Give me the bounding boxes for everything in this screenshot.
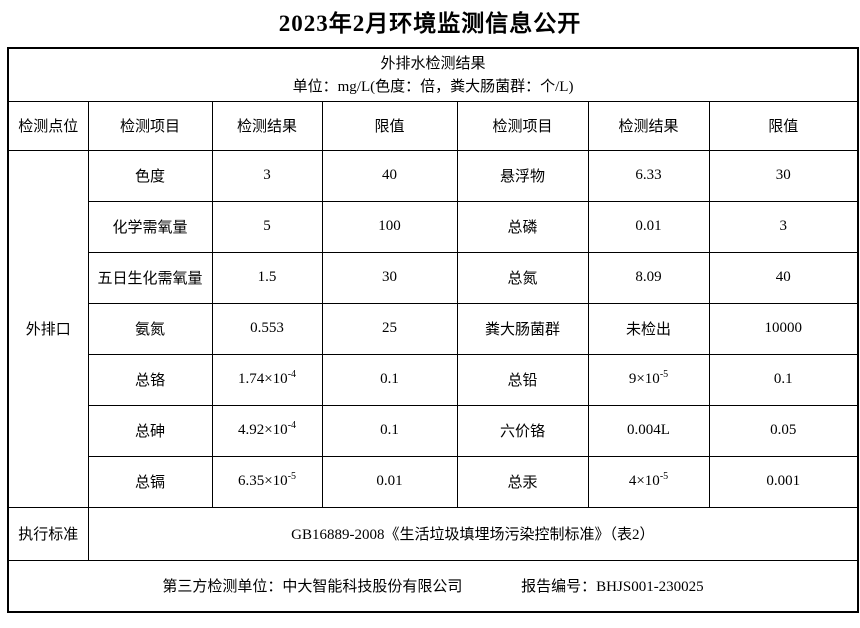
cell-item: 总磷: [456, 200, 589, 253]
result-value: 0.553: [250, 320, 284, 336]
standard-row: 执行标准 GB16889-2008《生活垃圾填埋场污染控制标准》（表2）: [7, 506, 859, 561]
header-result-right: 检测结果: [587, 100, 710, 151]
header-item-right: 检测项目: [456, 100, 589, 151]
cell-result: 5: [211, 200, 323, 253]
result-value: 1.5: [257, 269, 277, 285]
cell-item: 六价铬: [456, 404, 589, 457]
result-value: 未检出: [625, 322, 671, 338]
header-item-left: 检测项目: [87, 100, 213, 151]
page-title: 2023年2月环境监测信息公开: [278, 11, 582, 36]
cell-limit: 0.1: [321, 353, 458, 406]
result-value: 6.35×10: [237, 473, 288, 489]
result-value: 4.92×10: [237, 422, 288, 438]
cell-item: 化学需氧量: [87, 200, 213, 253]
cell-result: 0.01: [587, 200, 710, 253]
result-value: 5: [263, 218, 271, 234]
cell-item: 总氮: [456, 251, 589, 304]
result-exponent: -5: [287, 471, 297, 482]
cell-item: 总铬: [87, 353, 213, 406]
result-value: 9×10: [628, 371, 660, 387]
header-limit-right: 限值: [708, 100, 859, 151]
cell-limit: 10000: [708, 302, 859, 355]
cell-item: 总镉: [87, 455, 213, 508]
cell-result: 0.004L: [587, 404, 710, 457]
result-exponent: -5: [659, 369, 669, 380]
standard-value: GB16889-2008《生活垃圾填埋场污染控制标准》（表2）: [87, 506, 859, 561]
result-exponent: -4: [287, 369, 297, 380]
result-value: 0.004L: [627, 422, 670, 438]
cell-limit: 3: [708, 200, 859, 253]
cell-limit: 0.001: [708, 455, 859, 508]
table-row: 五日生化需氧量 1.5 30 总氮 8.09 40: [8, 251, 859, 304]
cell-limit: 25: [321, 302, 458, 355]
monitoring-point-cell: 外排口: [7, 149, 89, 508]
cell-limit: 0.1: [708, 353, 859, 406]
table-row: 总镉 6.35×10-5 0.01 总汞 4×10-5 0.001: [8, 455, 859, 508]
cell-limit: 0.01: [321, 455, 458, 508]
cell-item: 悬浮物: [456, 149, 589, 202]
table-caption-cell: 外排水检测结果 单位：mg/L(色度：倍，粪大肠菌群：个/L): [7, 47, 859, 102]
header-row: 检测点位 检测项目 检测结果 限值 检测项目 检测结果 限值: [7, 100, 859, 151]
cell-limit: 100: [321, 200, 458, 253]
footer-row: 第三方检测单位：中大智能科技股份有限公司 报告编号：BHJS001-230025: [7, 559, 859, 613]
result-value: 1.74×10: [237, 371, 288, 387]
cell-limit: 30: [321, 251, 458, 304]
unit-note: 单位：mg/L(色度：倍，粪大肠菌群：个/L): [292, 78, 574, 95]
cell-item: 色度: [87, 149, 213, 202]
standard-label: 执行标准: [7, 506, 89, 561]
result-value: 6.33: [635, 167, 662, 183]
cell-limit: 30: [708, 149, 859, 202]
result-value: 0.01: [635, 218, 662, 234]
cell-result: 4.92×10-4: [211, 404, 323, 457]
cell-item: 粪大肠菌群: [456, 302, 589, 355]
cell-result: 1.5: [211, 251, 323, 304]
header-limit-left: 限值: [321, 100, 458, 151]
table-row: 氨氮 0.553 25 粪大肠菌群 未检出 10000: [8, 302, 859, 355]
table-title: 外排水检测结果: [380, 55, 486, 72]
result-exponent: -5: [659, 471, 669, 482]
cell-item: 总砷: [87, 404, 213, 457]
cell-item: 氨氮: [87, 302, 213, 355]
cell-result: 4×10-5: [587, 455, 710, 508]
result-value: 3: [263, 167, 271, 183]
table-row: 总砷 4.92×10-4 0.1 六价铬 0.004L 0.05: [8, 404, 859, 457]
cell-result: 6.35×10-5: [211, 455, 323, 508]
cell-result: 9×10-5: [587, 353, 710, 406]
cell-limit: 0.05: [708, 404, 859, 457]
cell-result: 8.09: [587, 251, 710, 304]
table-row: 化学需氧量 5 100 总磷 0.01 3: [8, 200, 859, 253]
cell-result: 0.553: [211, 302, 323, 355]
report-number: 报告编号：BHJS001-230025: [521, 579, 704, 596]
cell-limit: 0.1: [321, 404, 458, 457]
table-row: 外排口 色度 3 40 悬浮物 6.33 30: [7, 149, 859, 508]
table-caption-row: 外排水检测结果 单位：mg/L(色度：倍，粪大肠菌群：个/L): [7, 47, 859, 102]
cell-item: 五日生化需氧量: [87, 251, 213, 304]
result-value: 8.09: [635, 269, 662, 285]
cell-limit: 40: [321, 149, 458, 202]
footer-cell: 第三方检测单位：中大智能科技股份有限公司 报告编号：BHJS001-230025: [7, 559, 859, 613]
result-exponent: -4: [287, 420, 297, 431]
monitoring-results-table: 外排水检测结果 单位：mg/L(色度：倍，粪大肠菌群：个/L) 检测点位 检测项…: [7, 47, 860, 613]
header-point: 检测点位: [7, 100, 89, 151]
header-result-left: 检测结果: [211, 100, 323, 151]
cell-limit: 40: [708, 251, 859, 304]
third-party-lab: 第三方检测单位：中大智能科技股份有限公司: [162, 579, 463, 596]
cell-result: 1.74×10-4: [211, 353, 323, 406]
cell-item: 总汞: [456, 455, 589, 508]
cell-result: 未检出: [587, 302, 710, 355]
cell-result: 6.33: [587, 149, 710, 202]
result-value: 4×10: [628, 473, 660, 489]
table-row: 总铬 1.74×10-4 0.1 总铅 9×10-5 0.1: [8, 353, 859, 406]
cell-result: 3: [211, 149, 323, 202]
cell-item: 总铅: [456, 353, 589, 406]
